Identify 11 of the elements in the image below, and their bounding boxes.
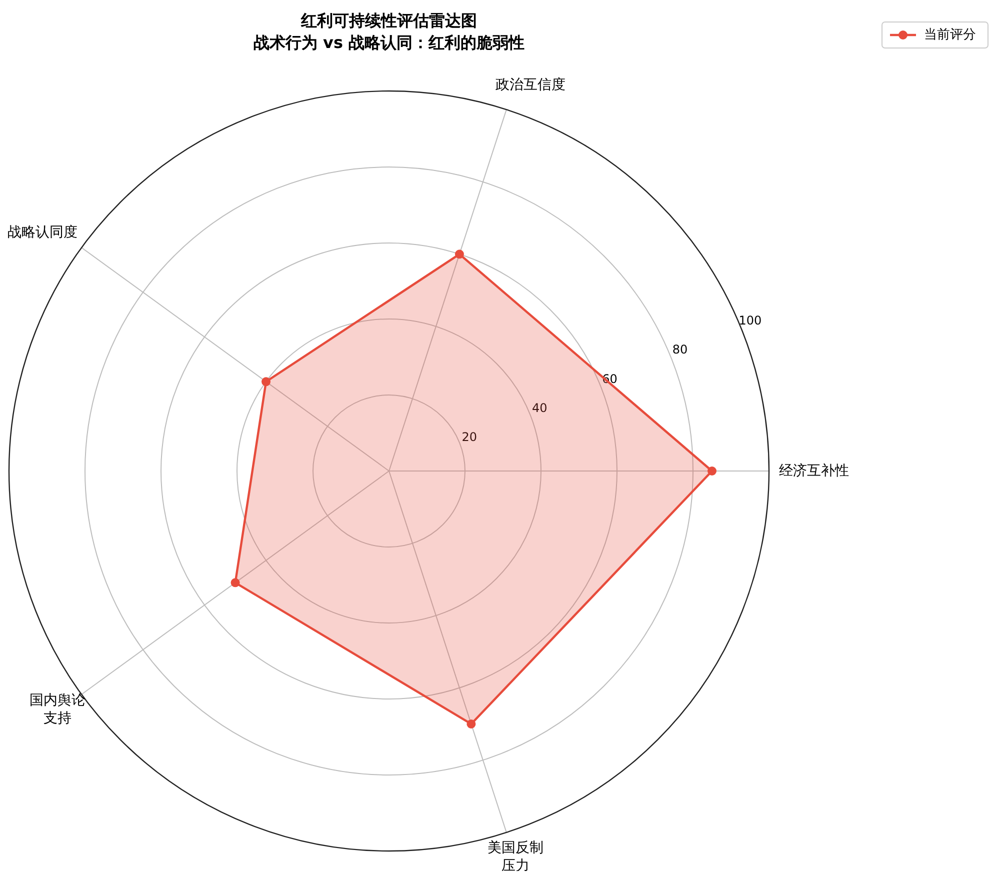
chart-title: 红利可持续性评估雷达图 bbox=[300, 11, 477, 30]
y-tick-label: 40 bbox=[532, 400, 548, 415]
text: 战术行为 vs 战略认同：红利的脆弱性 bbox=[253, 33, 525, 52]
spoke-label: 政治互信度 bbox=[496, 76, 566, 93]
spoke-label: 战略认同度 bbox=[7, 224, 78, 240]
y-tick-label: 100 bbox=[738, 314, 762, 328]
y-tick-label: 80 bbox=[672, 342, 688, 357]
spoke-label: 国内舆论支持 bbox=[29, 692, 86, 726]
y-tick-label: 20 bbox=[462, 430, 478, 444]
legend-label: 当前评分 bbox=[924, 28, 976, 43]
spoke-label: 经济互补性 bbox=[779, 462, 849, 479]
